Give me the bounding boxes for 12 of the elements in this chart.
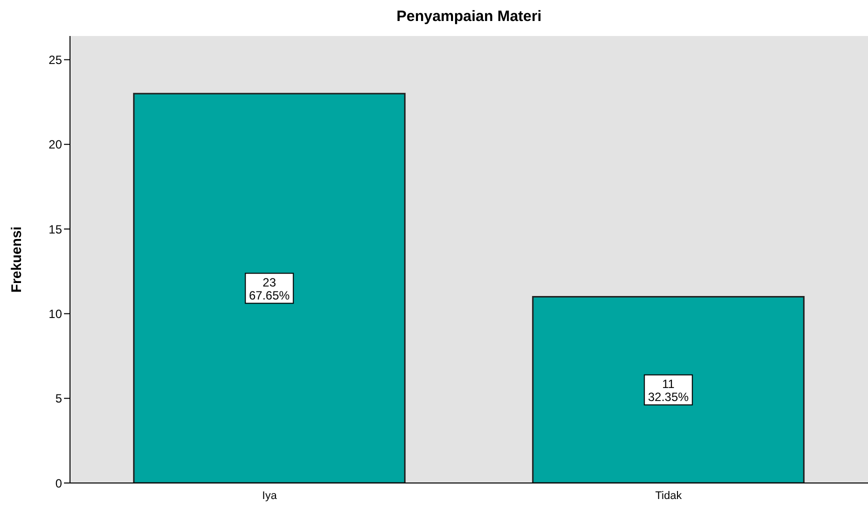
y-tick-label: 25 xyxy=(48,52,62,67)
data-label: 11 32.35% xyxy=(648,376,690,404)
chart-title: Penyampaian Materi xyxy=(395,8,543,27)
x-tick-label: Tidak xyxy=(655,490,682,502)
y-tick-label: 15 xyxy=(48,222,62,236)
y-tick-label: 0 xyxy=(55,476,62,490)
x-tick-label: Iya xyxy=(262,490,278,502)
y-tick-label: 10 xyxy=(48,306,62,321)
y-axis-title: Frekuensi xyxy=(8,226,24,293)
y-tick-label: 5 xyxy=(55,392,62,406)
data-label: 23 67.65% xyxy=(248,275,290,302)
y-tick-label: 20 xyxy=(48,138,62,152)
